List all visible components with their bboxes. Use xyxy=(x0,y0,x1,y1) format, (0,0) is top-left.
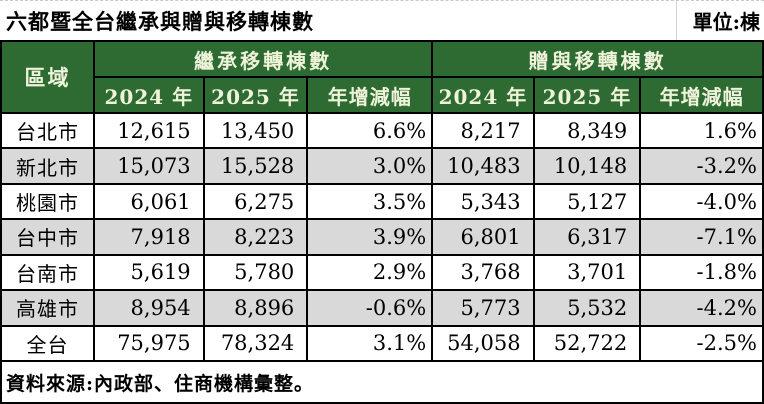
table-row: 台南市 5,619 5,780 2.9% 3,768 3,701 -1.8% xyxy=(0,253,764,292)
yoy-cell: 6.6% xyxy=(306,111,434,150)
count-cell: 8,896 xyxy=(202,289,309,327)
region-cell: 台北市 xyxy=(0,111,95,150)
transfer-table: 區域 繼承移轉棟數 贈與移轉棟數 2024 年 2025 年 年增減幅 2024… xyxy=(0,40,764,404)
column-header-gift-2025: 2025 年 xyxy=(532,76,642,114)
yoy-cell: 3.1% xyxy=(306,324,434,363)
yoy-cell: -7.1% xyxy=(639,218,764,256)
count-cell: 8,954 xyxy=(92,289,205,327)
region-cell: 桃園市 xyxy=(0,182,95,221)
region-cell: 台中市 xyxy=(0,218,95,256)
count-cell: 6,275 xyxy=(202,182,309,221)
count-cell: 8,349 xyxy=(532,111,642,150)
count-cell: 8,223 xyxy=(202,218,309,256)
yoy-cell: -1.8% xyxy=(639,253,764,292)
count-cell: 3,701 xyxy=(532,253,642,292)
region-cell: 全台 xyxy=(0,324,95,363)
region-cell: 新北市 xyxy=(0,147,95,185)
count-cell: 10,483 xyxy=(431,147,535,185)
count-cell: 5,127 xyxy=(532,182,642,221)
count-cell: 6,061 xyxy=(92,182,205,221)
yoy-cell: 3.0% xyxy=(306,147,434,185)
count-cell: 13,450 xyxy=(202,111,309,150)
column-header-gift-yoy: 年增減幅 xyxy=(639,76,764,114)
page-title: 六都暨全台繼承與贈與移轉棟數 xyxy=(6,8,314,34)
count-cell: 6,317 xyxy=(532,218,642,256)
yoy-cell: 3.9% xyxy=(306,218,434,256)
table-header: 區域 繼承移轉棟數 贈與移轉棟數 2024 年 2025 年 年增減幅 2024… xyxy=(0,40,764,114)
column-header-inheritance-2025: 2025 年 xyxy=(202,76,309,114)
table-footer: 資料來源:內政部、住商機構彙整。 xyxy=(0,360,764,404)
region-cell: 台南市 xyxy=(0,253,95,292)
count-cell: 7,918 xyxy=(92,218,205,256)
column-group-inheritance: 繼承移轉棟數 xyxy=(92,40,434,78)
yoy-cell: -0.6% xyxy=(306,289,434,327)
table-row: 新北市 15,073 15,528 3.0% 10,483 10,148 -3.2% xyxy=(0,147,764,185)
count-cell: 15,528 xyxy=(202,147,309,185)
count-cell: 5,343 xyxy=(431,182,535,221)
yoy-cell: -3.2% xyxy=(639,147,764,185)
column-header-inheritance-2024: 2024 年 xyxy=(92,76,205,114)
yoy-cell: 2.9% xyxy=(306,253,434,292)
count-cell: 5,773 xyxy=(431,289,535,327)
region-cell: 高雄市 xyxy=(0,289,95,327)
column-header-inheritance-yoy: 年增減幅 xyxy=(306,76,434,114)
count-cell: 5,619 xyxy=(92,253,205,292)
count-cell: 78,324 xyxy=(202,324,309,363)
yoy-cell: 3.5% xyxy=(306,182,434,221)
count-cell: 6,801 xyxy=(431,218,535,256)
yoy-cell: -4.0% xyxy=(639,182,764,221)
yoy-cell: 1.6% xyxy=(639,111,764,150)
count-cell: 15,073 xyxy=(92,147,205,185)
count-cell: 3,768 xyxy=(431,253,535,292)
yoy-cell: -2.5% xyxy=(639,324,764,363)
unit-label: 單位:棟 xyxy=(675,1,764,40)
table-row: 桃園市 6,061 6,275 3.5% 5,343 5,127 -4.0% xyxy=(0,182,764,221)
count-cell: 8,217 xyxy=(431,111,535,150)
count-cell: 75,975 xyxy=(92,324,205,363)
count-cell: 52,722 xyxy=(532,324,642,363)
table-row: 全台 75,975 78,324 3.1% 54,058 52,722 -2.5% xyxy=(0,324,764,363)
title-bar: 六都暨全台繼承與贈與移轉棟數 單位:棟 xyxy=(0,0,764,40)
table-row: 台北市 12,615 13,450 6.6% 8,217 8,349 1.6% xyxy=(0,111,764,150)
yoy-cell: -4.2% xyxy=(639,289,764,327)
source-note: 資料來源:內政部、住商機構彙整。 xyxy=(0,360,764,404)
count-cell: 12,615 xyxy=(92,111,205,150)
count-cell: 5,780 xyxy=(202,253,309,292)
column-group-gift: 贈與移轉棟數 xyxy=(431,40,764,78)
column-header-gift-2024: 2024 年 xyxy=(431,76,535,114)
count-cell: 54,058 xyxy=(431,324,535,363)
table-row: 台中市 7,918 8,223 3.9% 6,801 6,317 -7.1% xyxy=(0,218,764,256)
count-cell: 10,148 xyxy=(532,147,642,185)
column-header-region: 區域 xyxy=(0,40,95,114)
table-body: 台北市 12,615 13,450 6.6% 8,217 8,349 1.6% 新北市 15,0… xyxy=(0,111,764,363)
table-row: 高雄市 8,954 8,896 -0.6% 5,773 5,532 -4.2% xyxy=(0,289,764,327)
count-cell: 5,532 xyxy=(532,289,642,327)
